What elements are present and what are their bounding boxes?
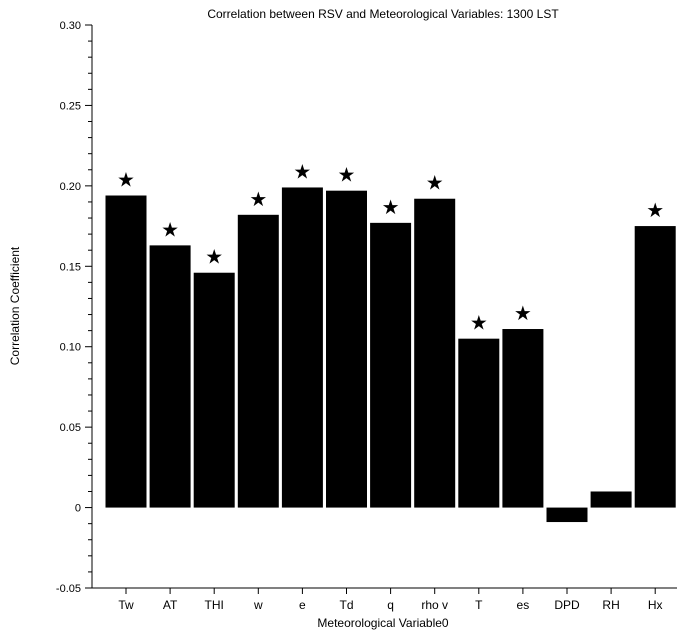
x-tick-label: Td	[339, 598, 353, 612]
y-tick-label: 0.15	[60, 261, 81, 273]
bar-5	[326, 190, 367, 508]
bar-10	[546, 507, 588, 523]
bar-0	[105, 195, 147, 508]
y-tick-label: 0.25	[60, 100, 81, 112]
x-tick-label: w	[253, 598, 263, 612]
chart-title: Correlation between RSV and Meteorologic…	[207, 7, 559, 21]
significance-star-2: ★	[205, 247, 223, 269]
bar-7	[414, 198, 456, 508]
significance-star-0: ★	[117, 170, 135, 192]
significance-star-4: ★	[293, 161, 311, 183]
bar-1	[149, 245, 191, 508]
bar-8	[458, 338, 500, 508]
x-tick-label: THI	[205, 598, 224, 612]
bar-12	[634, 226, 676, 508]
x-tick-label: Tw	[118, 598, 134, 612]
bar-11	[590, 491, 632, 508]
significance-star-12: ★	[646, 200, 664, 222]
bar-4	[281, 187, 323, 508]
significance-star-9: ★	[514, 303, 532, 325]
bar-3	[237, 214, 279, 508]
significance-star-8: ★	[470, 313, 488, 335]
plot-area: -0.05 0 0.05 0.10 0.15 0.20 0.25 0.30 Tw ★ AT ★ THI ★…	[56, 20, 677, 612]
bar-2	[193, 272, 235, 508]
x-tick-label: rho v	[421, 598, 448, 612]
significance-star-6: ★	[382, 197, 400, 219]
x-axis-label: Meteorological Variable0	[317, 616, 449, 630]
y-tick-label: 0.20	[60, 181, 81, 193]
bar-6	[370, 222, 412, 508]
significance-star-7: ★	[426, 173, 444, 195]
y-tick-label: 0.10	[60, 342, 81, 354]
y-tick-label: 0	[75, 503, 81, 515]
significance-star-3: ★	[249, 189, 267, 211]
x-tick-label: Hx	[648, 598, 663, 612]
x-tick-label: q	[387, 598, 394, 612]
x-tick-label: es	[517, 598, 530, 612]
x-tick-label: RH	[602, 598, 619, 612]
y-tick-label: 0.05	[60, 422, 81, 434]
significance-star-5: ★	[338, 165, 356, 187]
x-tick-label: DPD	[554, 598, 580, 612]
x-tick-label: e	[299, 598, 306, 612]
bar-9	[502, 329, 544, 508]
significance-star-1: ★	[161, 219, 179, 241]
y-tick-label: -0.05	[56, 583, 81, 595]
y-axis-label: Correlation Coefficient	[8, 246, 22, 365]
x-tick-label: T	[475, 598, 483, 612]
x-tick-label: AT	[163, 598, 178, 612]
y-tick-label: 0.30	[60, 20, 81, 32]
